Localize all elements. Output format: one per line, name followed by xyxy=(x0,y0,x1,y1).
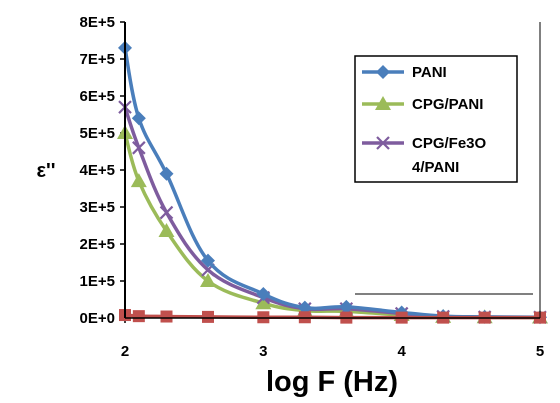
data-point xyxy=(255,295,272,310)
legend-swatch-marker xyxy=(376,136,390,150)
data-point xyxy=(200,273,216,287)
x-axis-ticks: 2 3 4 5 xyxy=(121,318,544,360)
data-point xyxy=(202,310,214,323)
legend-entry: PANI xyxy=(362,64,447,81)
data-point xyxy=(132,141,146,155)
y-tick-label: 0E+0 xyxy=(80,310,115,327)
data-point xyxy=(159,205,174,220)
x-tick-label: 4 xyxy=(397,343,406,360)
data-point xyxy=(201,253,215,268)
legend-label: CPG/PANI xyxy=(412,96,483,113)
y-tick-label: 8E+5 xyxy=(80,14,115,31)
y-tick-label: 4E+5 xyxy=(80,162,115,179)
legend-entry: CPG/Fe3O 4/PANI xyxy=(362,135,487,176)
data-point xyxy=(297,300,312,315)
x-tick-label: 5 xyxy=(536,343,544,360)
legend-label: CPG/Fe3O xyxy=(412,135,487,152)
data-point xyxy=(158,223,175,238)
x-axis-label: log F (Hz) xyxy=(266,366,398,398)
y-tick-label: 2E+5 xyxy=(80,236,115,253)
data-point xyxy=(130,173,147,188)
data-point xyxy=(131,111,146,126)
data-point xyxy=(160,310,173,323)
y-axis-ticks: 0E+0 1E+5 2E+5 3E+5 4E+5 5E+5 6E+5 7E+5 8E+5 xyxy=(80,14,125,327)
y-tick-label: 5E+5 xyxy=(80,125,115,142)
x-tick-label: 3 xyxy=(259,343,267,360)
legend-label: PANI xyxy=(412,64,447,81)
legend-swatch-marker xyxy=(375,96,391,110)
legend: PANI CPG/PANI CPG/Fe3O 4/PANI xyxy=(354,55,518,183)
y-tick-label: 6E+5 xyxy=(80,88,115,105)
y-tick-label: 3E+5 xyxy=(80,199,115,216)
data-point xyxy=(159,166,174,181)
legend-entry: CPG/PANI xyxy=(362,96,483,113)
data-point xyxy=(339,299,354,314)
y-tick-label: 1E+5 xyxy=(80,273,115,290)
y-tick-label: 7E+5 xyxy=(80,51,115,68)
data-point xyxy=(256,286,271,301)
legend-label: 4/PANI xyxy=(412,159,459,176)
data-point xyxy=(132,310,145,323)
x-tick-label: 2 xyxy=(121,343,129,360)
legend-swatch-marker xyxy=(376,65,390,79)
y-axis-label: ε'' xyxy=(36,160,55,182)
